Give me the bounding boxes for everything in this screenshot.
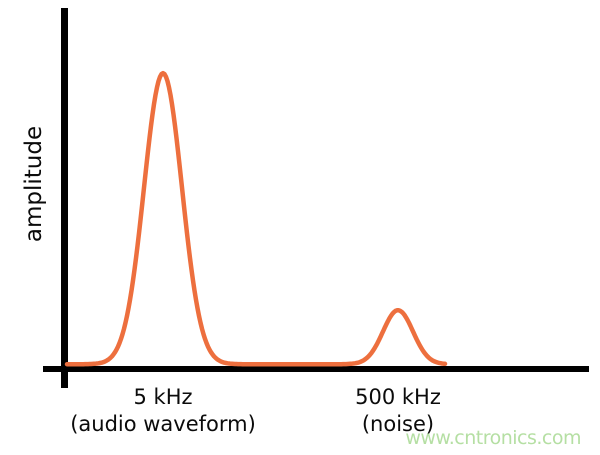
x-tick-audio-description: (audio waveform) [70,412,256,436]
x-tick-noise: 500 kHz (noise) [355,384,441,438]
y-axis-label: amplitude [21,125,47,243]
watermark-text: www.cntronics.com [405,427,581,449]
x-tick-noise-frequency: 500 kHz [355,385,441,409]
x-axis-line [43,366,589,372]
spectrum-curve [64,70,448,367]
y-axis-line [61,8,68,388]
x-tick-audio-frequency: 5 kHz [133,385,193,409]
x-tick-audio: 5 kHz (audio waveform) [70,384,256,438]
x-tick-noise-description: (noise) [361,412,435,436]
